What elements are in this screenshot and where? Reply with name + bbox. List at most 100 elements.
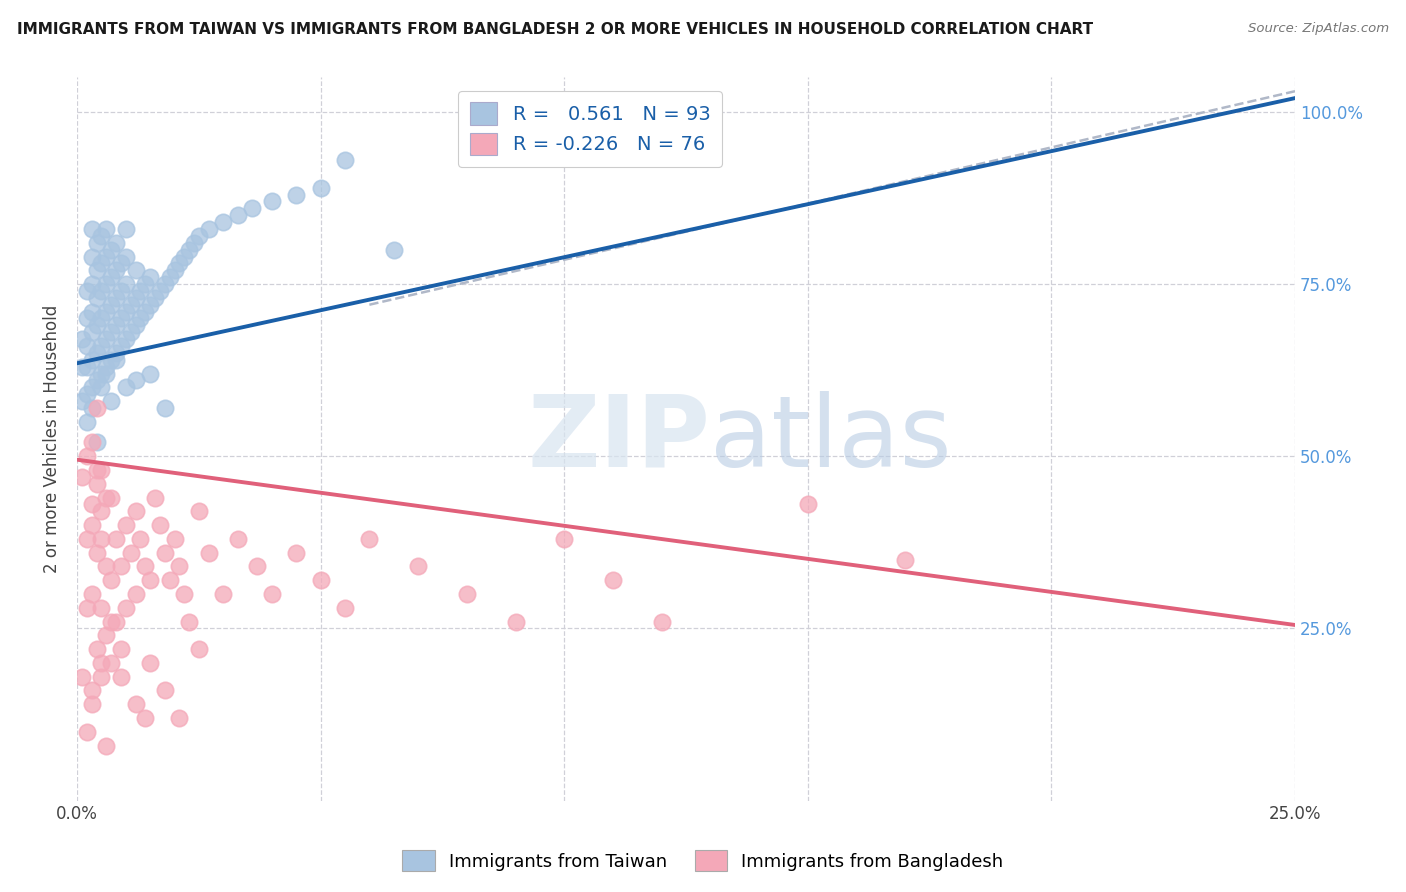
Point [105, 291, 128, 305]
Point [143, 491, 166, 505]
Point [90, 284, 112, 298]
Point [139, 270, 162, 285]
Point [114, 600, 136, 615]
Point [100, 656, 122, 670]
Point [139, 573, 162, 587]
Point [212, 587, 235, 601]
Point [124, 697, 146, 711]
Point [173, 250, 195, 264]
Point [80, 401, 103, 415]
Point [80, 250, 103, 264]
Point [90, 311, 112, 326]
Point [183, 235, 205, 250]
Point [309, 573, 332, 587]
Point [120, 326, 142, 340]
Point [124, 587, 146, 601]
Point [86, 346, 108, 360]
Point [110, 284, 132, 298]
Point [246, 559, 269, 574]
Point [260, 587, 283, 601]
Point [242, 202, 264, 216]
Point [96, 739, 118, 753]
Point [80, 587, 103, 601]
Point [187, 642, 209, 657]
Point [80, 518, 103, 533]
Point [90, 504, 112, 518]
Point [110, 311, 132, 326]
Point [76, 284, 98, 298]
Point [86, 476, 108, 491]
Point [149, 284, 172, 298]
Point [333, 153, 356, 167]
Point [105, 235, 128, 250]
Point [96, 277, 118, 291]
Point [124, 504, 146, 518]
Point [159, 270, 181, 285]
Point [76, 311, 98, 326]
Point [80, 222, 103, 236]
Point [124, 291, 146, 305]
Point [260, 194, 283, 209]
Point [149, 518, 172, 533]
Point [169, 711, 191, 725]
Point [96, 332, 118, 346]
Point [96, 222, 118, 236]
Point [129, 311, 152, 326]
Point [80, 326, 103, 340]
Point [76, 339, 98, 353]
Point [105, 615, 128, 629]
Point [90, 463, 112, 477]
Point [76, 600, 98, 615]
Point [382, 243, 405, 257]
Point [86, 235, 108, 250]
Point [894, 552, 917, 566]
Point [333, 600, 356, 615]
Point [86, 318, 108, 333]
Legend: Immigrants from Taiwan, Immigrants from Bangladesh: Immigrants from Taiwan, Immigrants from … [395, 843, 1011, 879]
Point [100, 326, 122, 340]
Point [124, 263, 146, 277]
Point [105, 263, 128, 277]
Point [96, 628, 118, 642]
Point [124, 318, 146, 333]
Point [505, 615, 527, 629]
Point [187, 228, 209, 243]
Point [134, 711, 156, 725]
Point [139, 367, 162, 381]
Point [114, 277, 136, 291]
Legend: R =   0.561   N = 93, R = -0.226   N = 76: R = 0.561 N = 93, R = -0.226 N = 76 [458, 91, 723, 167]
Point [134, 277, 156, 291]
Point [226, 208, 249, 222]
Point [80, 304, 103, 318]
Point [797, 498, 820, 512]
Point [139, 298, 162, 312]
Point [110, 642, 132, 657]
Text: Source: ZipAtlas.com: Source: ZipAtlas.com [1249, 22, 1389, 36]
Point [100, 352, 122, 367]
Point [359, 532, 381, 546]
Point [129, 532, 152, 546]
Point [70, 394, 93, 409]
Point [110, 339, 132, 353]
Point [80, 380, 103, 394]
Point [96, 359, 118, 374]
Point [406, 559, 429, 574]
Point [309, 180, 332, 194]
Point [80, 277, 103, 291]
Point [120, 298, 142, 312]
Point [110, 559, 132, 574]
Point [86, 291, 108, 305]
Point [80, 683, 103, 698]
Point [163, 532, 186, 546]
Point [90, 339, 112, 353]
Point [456, 587, 478, 601]
Point [651, 615, 673, 629]
Point [114, 332, 136, 346]
Point [163, 263, 186, 277]
Point [90, 600, 112, 615]
Point [100, 243, 122, 257]
Point [285, 546, 308, 560]
Point [173, 587, 195, 601]
Point [197, 546, 219, 560]
Point [90, 656, 112, 670]
